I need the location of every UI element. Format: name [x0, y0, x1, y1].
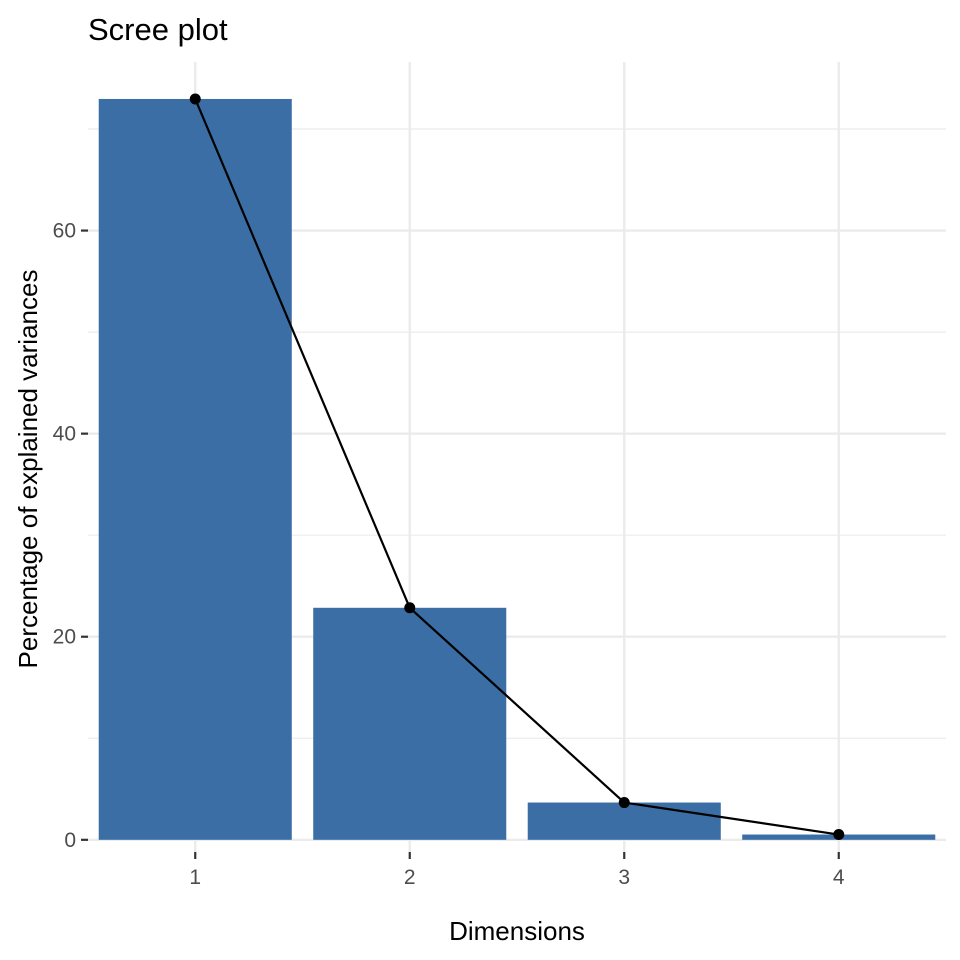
axes: 0 20 40 60 1 2 3 4 — [53, 220, 845, 889]
scree-polyline — [194, 98, 839, 836]
bar-dimension-2 — [313, 607, 507, 840]
y-tick-label: 40 — [53, 423, 76, 446]
x-tick-label: 3 — [618, 866, 630, 889]
bars — [98, 98, 936, 840]
y-tick-label: 0 — [64, 829, 76, 852]
y-tick-label: 60 — [53, 220, 76, 243]
scree-point-4 — [833, 829, 845, 841]
y-axis-title: Percentage of explained variances — [13, 270, 43, 669]
bar-dimension-1 — [98, 98, 292, 840]
chart-title: Scree plot — [88, 12, 228, 47]
scree-point-2 — [404, 602, 416, 614]
scree-points — [189, 93, 845, 841]
x-tick-label: 4 — [833, 866, 845, 889]
x-tick-label: 1 — [189, 866, 201, 889]
scree-point-3 — [618, 797, 630, 809]
scree-point-1 — [189, 93, 201, 105]
y-tick-label: 20 — [53, 626, 76, 649]
x-tick-label: 2 — [404, 866, 416, 889]
scree-line — [194, 98, 839, 836]
bar-dimension-3 — [527, 802, 721, 840]
x-axis-title: Dimensions — [449, 916, 585, 946]
